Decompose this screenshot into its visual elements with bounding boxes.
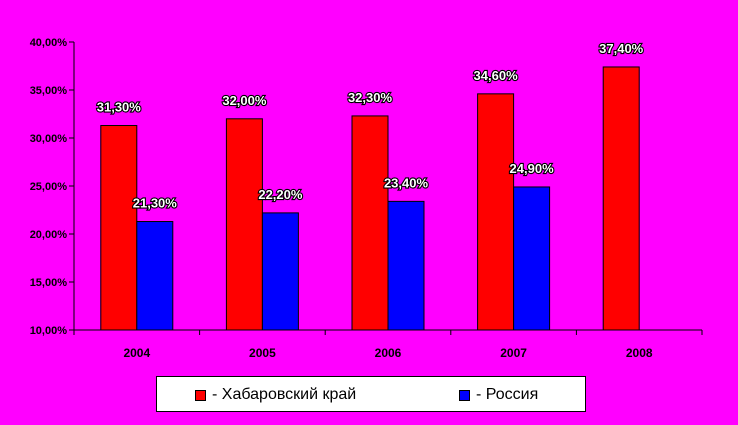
legend-item-series-1: - Хабаровский край — [195, 386, 356, 404]
x-tick-label: 2004 — [123, 346, 150, 360]
data-label: 31,30% — [97, 100, 142, 115]
y-tick-label: 10,00% — [30, 325, 68, 337]
y-ticks: 10,00% 15,00% 20,00% 25,00% 30,00% 35,00% 40,0… — [30, 37, 74, 337]
legend: - Хабаровский край - Россия — [156, 376, 586, 412]
data-label: 34,60% — [474, 68, 519, 83]
data-label: 23,40% — [384, 175, 429, 190]
data-label: 32,00% — [222, 93, 267, 108]
x-tick-label: 2008 — [626, 346, 653, 360]
bar — [136, 221, 174, 331]
y-tick-label: 20,00% — [30, 229, 68, 241]
legend-label-series-1: - Хабаровский край — [212, 386, 357, 403]
bars — [100, 66, 640, 331]
bar — [225, 118, 263, 331]
data-label: 22,20% — [258, 187, 303, 202]
data-label: 32,30% — [348, 90, 393, 105]
legend-swatch-series-2 — [459, 389, 470, 401]
legend-item-series-2: - Россия — [459, 386, 538, 404]
bar — [602, 66, 640, 331]
x-tick-label: 2007 — [500, 346, 527, 360]
y-tick-label: 30,00% — [30, 133, 68, 145]
category-labels: 2004 2005 2006 2007 2008 — [73, 330, 703, 360]
bar — [387, 200, 425, 331]
y-tick-label: 40,00% — [30, 37, 68, 49]
x-tick-label: 2006 — [375, 346, 402, 360]
bar — [100, 125, 138, 331]
y-tick-label: 35,00% — [30, 85, 68, 97]
legend-label-series-2: - Россия — [476, 386, 539, 403]
legend-swatch-series-1 — [195, 389, 206, 401]
bar — [477, 93, 515, 331]
x-tick-label: 2005 — [249, 346, 276, 360]
y-tick-label: 25,00% — [30, 181, 68, 193]
bar — [351, 115, 389, 331]
data-label: 24,90% — [510, 161, 555, 176]
data-label: 21,30% — [133, 196, 178, 211]
data-label: 37,40% — [599, 41, 644, 56]
y-tick-label: 15,00% — [30, 277, 68, 289]
data-labels: 31,30% 32,00% 32,30% 34,60% 37,40% 21,30% 22,2… — [96, 40, 645, 212]
bar — [261, 212, 299, 331]
bar — [513, 186, 551, 331]
